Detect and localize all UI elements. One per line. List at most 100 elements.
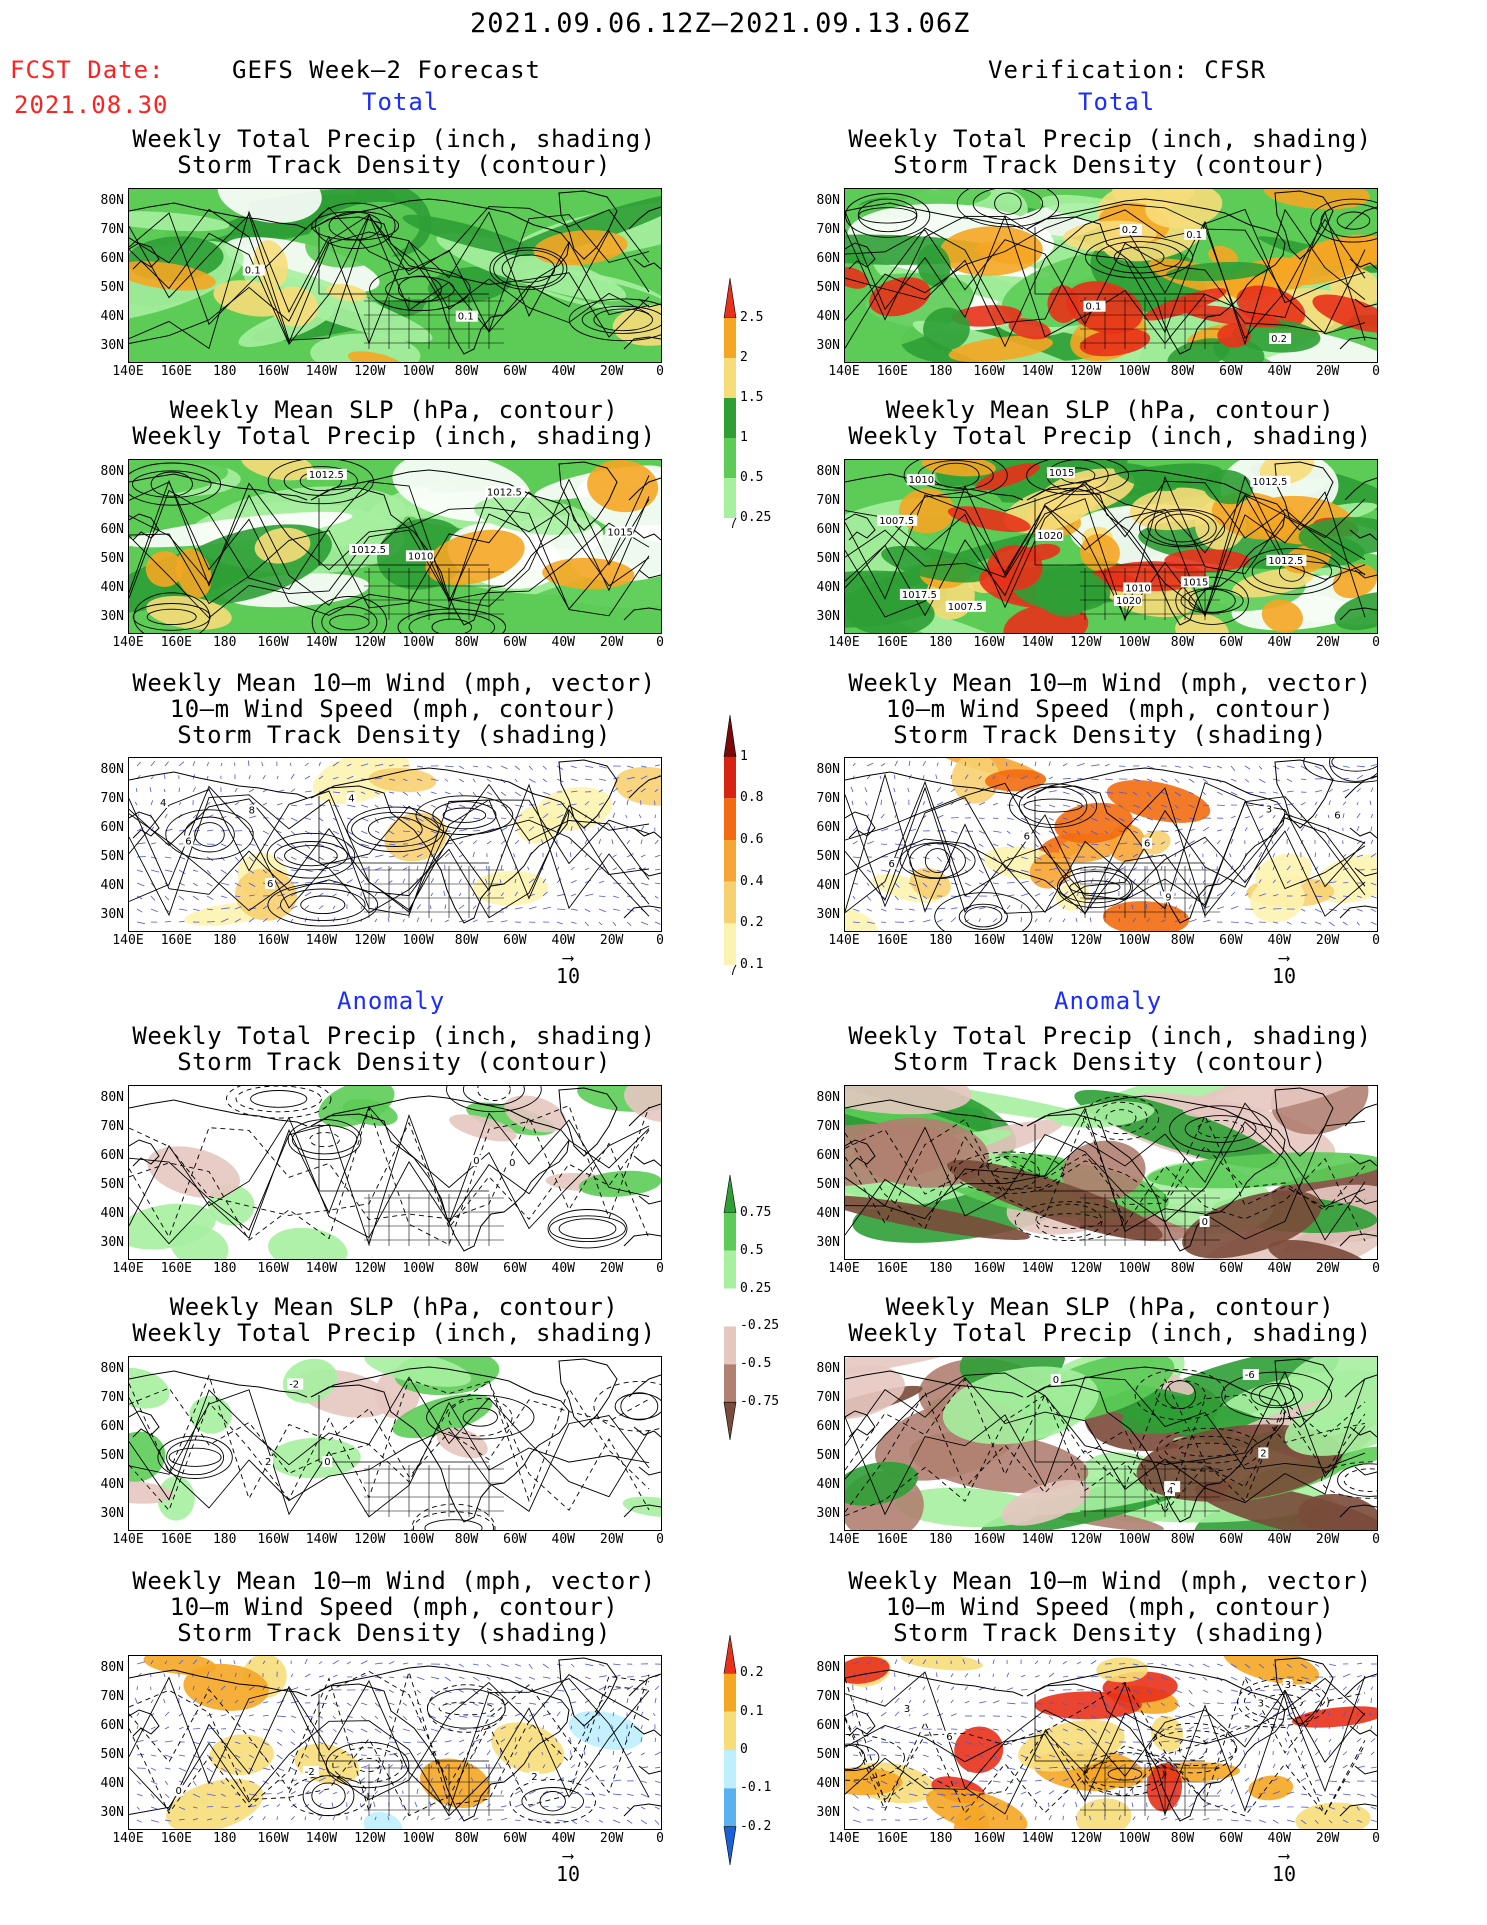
cfsr-aprecip-map: 0 (844, 1085, 1378, 1260)
longitude-label: 60W (1219, 364, 1243, 379)
latitude-label: 40N (816, 1477, 840, 1492)
longitude-label: 100W (402, 364, 434, 379)
colorbar-label: -0.75 (740, 1394, 780, 1410)
us-state-borders (1080, 1194, 1220, 1246)
longitude-label: 140E (112, 1532, 144, 1547)
latitude-label: 50N (100, 280, 124, 295)
longitude-label: 40W (1267, 1831, 1291, 1846)
contour-label: 6 (267, 879, 273, 890)
longitude-label: 140E (828, 1831, 860, 1846)
vector-reference: ⟶ 10 (548, 948, 588, 989)
contour-label: 3 (904, 1704, 910, 1715)
longitude-label: 120W (1070, 1532, 1102, 1547)
left-anomaly-label: Anomaly (337, 987, 446, 1015)
contour-label: 0.2 (1122, 225, 1138, 236)
europe-coast (628, 775, 661, 877)
latitude-label: 80N (100, 1660, 124, 1675)
fcst-date-value: 2021.08.30 (14, 91, 169, 119)
panel-title: Weekly Total Precip (inch, shading) Storm… (814, 126, 1406, 178)
north-america-coast (310, 198, 570, 355)
panel-title: Weekly Mean SLP (hPa, contour) Weekly Tot… (98, 397, 690, 449)
longitude-label: 140E (828, 1532, 860, 1547)
contour-label: -2 (289, 1380, 299, 1391)
longitude-label: 0 (1372, 364, 1380, 379)
contour-label: 9 (1165, 892, 1171, 903)
latitude-label: 80N (100, 464, 124, 479)
contour-label: 2 (265, 1457, 271, 1468)
longitude-label: 120W (1070, 635, 1102, 650)
longitude-label: 100W (402, 1831, 434, 1846)
longitude-label: 80W (454, 364, 479, 379)
longitude-label: 180 (212, 635, 237, 650)
latitude-label: 50N (100, 1448, 124, 1463)
longitude-label: 60W (503, 1831, 527, 1846)
europe-coast (1344, 1673, 1377, 1775)
latitude-label: 30N (100, 907, 124, 922)
longitude-label: 40W (1267, 364, 1291, 379)
arrow-right-icon: ⟶ (563, 948, 573, 967)
latitude-label: 30N (100, 609, 124, 624)
latitude-label: 30N (100, 1805, 124, 1820)
longitude-label: 80W (454, 1261, 479, 1276)
longitude-label: 0 (656, 1532, 664, 1547)
arrow-right-icon: ⟶ (1279, 948, 1289, 967)
siberia-coast (845, 771, 1024, 799)
shading-layer (845, 1656, 1377, 1829)
north-america-coast (1026, 1665, 1286, 1822)
gefs-precip-map: 0.1 0.1 (128, 188, 662, 363)
contour-label-group: 3 6 3 3 (901, 1678, 1293, 1743)
panel-title-line: Weekly Mean SLP (hPa, contour) (169, 396, 619, 424)
longitude-label: 100W (402, 1532, 434, 1547)
latitude-label: 80N (100, 1090, 124, 1105)
longitude-label: 180 (928, 1261, 953, 1276)
latitude-label: 50N (816, 551, 840, 566)
africa-coast (1339, 607, 1377, 621)
contour-label: 0 (473, 1156, 479, 1167)
panel-title-line: 10–m Wind Speed (mph, contour) (169, 695, 619, 723)
longitude-label: 60W (503, 933, 527, 948)
latitude-label: 30N (100, 338, 124, 353)
contour-layer (845, 189, 1377, 349)
longitude-label: 60W (503, 1532, 527, 1547)
latitude-label: 80N (816, 464, 840, 479)
kamchatka-coast (845, 242, 876, 270)
longitude-label: 40W (1267, 635, 1291, 650)
shading-layer (845, 1357, 1377, 1530)
longitude-label: 0 (1372, 1261, 1380, 1276)
latitude-label: 80N (816, 762, 840, 777)
vector-reference-value: 10 (1271, 964, 1297, 988)
contour-label: 0.1 (1186, 230, 1202, 241)
longitude-label: 0 (656, 635, 664, 650)
contour-label: 1012.5 (1252, 477, 1287, 488)
longitude-label: 0 (1372, 1831, 1380, 1846)
latitude-label: 60N (100, 1718, 124, 1733)
longitude-label: 20W (599, 364, 624, 379)
latitude-label: 70N (816, 791, 840, 806)
africa-coast (1339, 336, 1377, 350)
latitude-label: 40N (816, 580, 840, 595)
longitude-label: 160W (257, 1532, 289, 1547)
gefs-wind-map: 4 6 6 4 8 (128, 757, 662, 932)
colorbar-label: 0.75 (740, 1204, 772, 1220)
panel-title-line: 10–m Wind Speed (mph, contour) (885, 695, 1335, 723)
longitude-label: 100W (1118, 1532, 1150, 1547)
longitude-label: 180 (212, 1261, 237, 1276)
longitude-label: 140W (1021, 1831, 1054, 1846)
us-state-borders (364, 568, 504, 620)
latitude-label: 80N (816, 1660, 840, 1675)
contour-layer (129, 202, 661, 350)
right-anomaly-label: Anomaly (1054, 987, 1163, 1015)
longitude-label: 80W (1170, 1261, 1195, 1276)
latitude-label: 60N (816, 1419, 840, 1434)
longitude-label: 180 (212, 1831, 237, 1846)
panel-title-line: Storm Track Density (shading) (177, 1619, 611, 1647)
siberia-coast (845, 1669, 1024, 1697)
europe-coast (628, 206, 661, 308)
latitude-label: 40N (100, 1776, 124, 1791)
contour-label: 1007.5 (948, 602, 983, 613)
panel-title-line: Weekly Total Precip (inch, shading) (132, 422, 656, 450)
longitude-label: 60W (503, 364, 527, 379)
longitude-label: 140W (1021, 1532, 1054, 1547)
longitude-label: 20W (1315, 364, 1340, 379)
latitude-label: 30N (816, 907, 840, 922)
